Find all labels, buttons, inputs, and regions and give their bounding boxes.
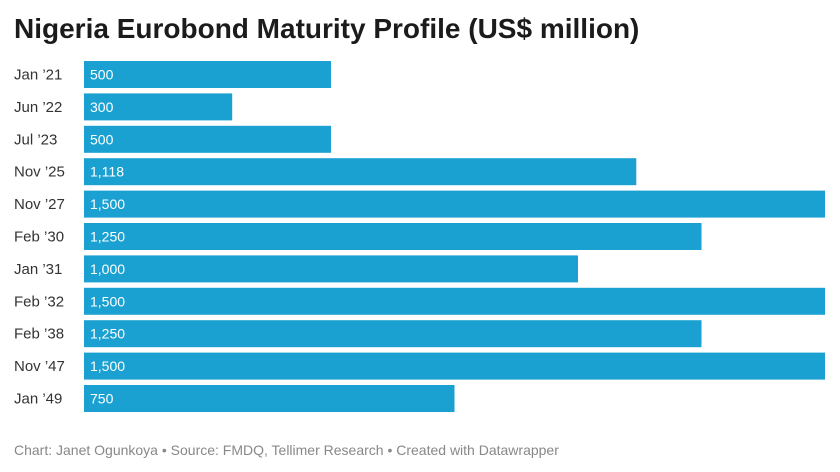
bar <box>84 125 331 153</box>
bar-value-label: 500 <box>90 67 114 83</box>
bar-row: Jun ’22 300 <box>14 93 233 121</box>
bar <box>84 385 455 412</box>
category-label: Jul ’23 <box>14 131 57 148</box>
bar-row: Jul ’23 500 <box>14 125 331 153</box>
bar-value-label: 1,000 <box>90 261 125 277</box>
bar-value-label: 1,500 <box>90 358 125 374</box>
category-label: Feb ’30 <box>14 229 64 246</box>
category-label: Jun ’22 <box>14 99 62 116</box>
bar-row: Feb ’30 1,250 <box>14 223 702 250</box>
category-label: Nov ’27 <box>14 196 65 213</box>
bar-value-label: 1,250 <box>90 229 125 245</box>
bar-value-label: 300 <box>90 99 114 115</box>
bar-value-label: 500 <box>90 131 114 147</box>
bar-row: Nov ’47 1,500 <box>14 352 825 380</box>
category-label: Jan ’21 <box>14 67 62 84</box>
category-label: Feb ’38 <box>14 326 64 343</box>
bar-value-label: 1,118 <box>90 164 124 180</box>
bar <box>84 93 233 121</box>
bar-row: Nov ’27 1,500 <box>14 190 825 218</box>
bar <box>84 320 702 348</box>
bar <box>84 190 825 218</box>
bar <box>84 158 637 186</box>
bar-row: Feb ’32 1,500 <box>14 287 825 315</box>
bar <box>84 352 825 380</box>
bar-chart: Jan ’21 500 Jun ’22 300 Jul ’23 500 Nov ’25 1,1… <box>14 61 825 412</box>
chart-footer-credit: Chart: Janet Ogunkoya • Source: FMDQ, Te… <box>14 442 559 458</box>
bar-value-label: 1,250 <box>90 326 125 342</box>
bar-row: Nov ’25 1,118 <box>14 158 637 186</box>
bar-row: Jan ’31 1,000 <box>14 255 578 283</box>
bar <box>84 223 702 250</box>
bar <box>84 287 825 315</box>
category-label: Nov ’25 <box>14 164 65 181</box>
category-label: Nov ’47 <box>14 358 65 375</box>
bar-row: Jan ’21 500 <box>14 61 331 88</box>
bar-row: Jan ’49 750 <box>14 385 455 412</box>
chart-title: Nigeria Eurobond Maturity Profile (US$ m… <box>14 13 640 44</box>
bar-row: Feb ’38 1,250 <box>14 320 702 348</box>
bar <box>84 61 331 88</box>
bar-value-label: 1,500 <box>90 293 125 309</box>
bar-value-label: 1,500 <box>90 196 125 212</box>
bar-value-label: 750 <box>90 391 114 407</box>
bar <box>84 255 578 283</box>
category-label: Jan ’49 <box>14 391 62 408</box>
category-label: Feb ’32 <box>14 293 64 310</box>
category-label: Jan ’31 <box>14 261 62 278</box>
